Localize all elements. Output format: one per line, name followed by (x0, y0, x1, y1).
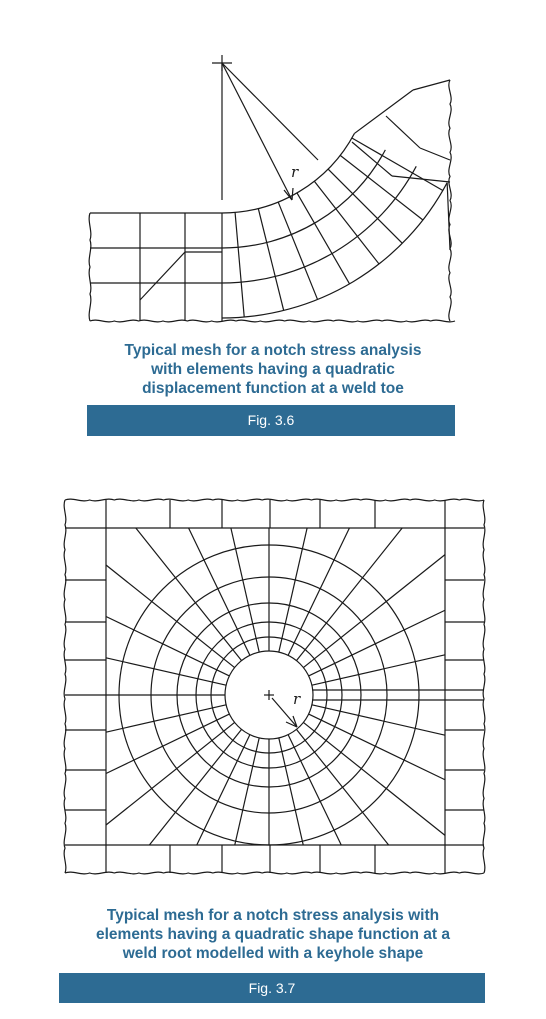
fig-3-7-label: Fig. 3.7 (248, 980, 296, 996)
mesh-radial-line (277, 201, 319, 300)
mesh-radial-line (339, 154, 424, 221)
mesh-diagonal-line (139, 251, 186, 301)
mesh-arc (221, 166, 417, 284)
mesh-radial-line (313, 180, 380, 265)
plate-top-edge (64, 498, 485, 502)
mesh-radial-line (105, 704, 227, 733)
mesh-arc (221, 182, 448, 319)
mesh-arc (221, 149, 386, 249)
radius-label-toe: r (291, 163, 299, 181)
weld-upper-edge (412, 79, 451, 91)
caption-line: weld root modelled with a keyhole shape (122, 945, 424, 962)
mesh-radial-line (311, 704, 446, 736)
fig-3-6-caption: Typical mesh for a notch stress analysis… (0, 341, 546, 398)
weld-toe-mesh (88, 55, 456, 323)
mesh-radial-line (351, 137, 444, 192)
mesh-radial-line (105, 713, 230, 775)
plate-bottom-edge (89, 319, 456, 323)
mesh-radial-line (234, 737, 260, 846)
mesh-radial-line (257, 208, 285, 311)
keyhole-mesh-diagram: r (63, 498, 486, 875)
mesh-radial-line (296, 192, 351, 285)
weld-toe-mesh-diagram: r (88, 55, 456, 323)
weld-right-edge (448, 79, 452, 322)
mesh-radial-line (105, 657, 227, 686)
radius-arrowhead (285, 715, 298, 728)
caption-line: with elements having a quadratic (151, 361, 395, 378)
plate-bottom-edge (64, 871, 485, 875)
mesh-radial-line (311, 654, 446, 686)
keyhole-mesh (63, 498, 486, 875)
fig-3-6-label-bar: Fig. 3.6 (87, 405, 455, 436)
mesh-radial-line (287, 734, 342, 846)
mesh-radial-line (135, 527, 243, 661)
mesh-line (446, 182, 451, 251)
mesh-radial-line (295, 729, 390, 846)
mesh-radial-line (188, 527, 251, 656)
mesh-radial-line (105, 564, 235, 669)
mesh-line (385, 115, 421, 149)
mesh-line (351, 141, 393, 177)
caption-line: displacement function at a weld toe (142, 380, 404, 397)
mesh-radial-line (303, 721, 446, 836)
mesh-line (391, 175, 451, 183)
mesh-radial-line (278, 527, 308, 653)
weld-upper-edge (354, 89, 414, 134)
caption-line: Typical mesh for a notch stress analysis… (106, 907, 440, 924)
mesh-radial-line (105, 721, 235, 826)
caption-line: elements having a quadratic shape functi… (95, 926, 450, 943)
mesh-radial-line (230, 527, 260, 653)
fig-3-6-label: Fig. 3.6 (247, 412, 295, 428)
fig-3-7-label-bar: Fig. 3.7 (59, 973, 485, 1003)
radius-label-root: r (293, 690, 301, 708)
mesh-radial-line (308, 609, 446, 677)
plate-right-edge (482, 499, 486, 874)
mesh-radial-line (148, 729, 243, 846)
fig-3-7-caption: Typical mesh for a notch stress analysis… (0, 906, 546, 963)
mesh-radial-line (308, 713, 446, 781)
radius-arrow-line (221, 62, 293, 201)
mesh-radial-line (295, 527, 403, 661)
caption-line: Typical mesh for a notch stress analysis (124, 342, 422, 359)
mesh-radial-line (105, 615, 230, 677)
radius-arrow-line (271, 697, 298, 728)
plate-left-edge (88, 212, 92, 322)
radius-arrowhead (283, 187, 294, 201)
mesh-radial-line (327, 168, 403, 244)
mesh-radial-line (234, 212, 245, 318)
mesh-radial-line (303, 554, 446, 669)
mesh-radial-line (196, 734, 251, 846)
mesh-radial-line (287, 527, 350, 656)
mesh-line (419, 147, 451, 161)
mesh-radial-line (278, 737, 304, 846)
plate-left-edge (63, 499, 67, 874)
notch-surface-arc (221, 133, 355, 214)
radius-guide-line (221, 62, 319, 161)
